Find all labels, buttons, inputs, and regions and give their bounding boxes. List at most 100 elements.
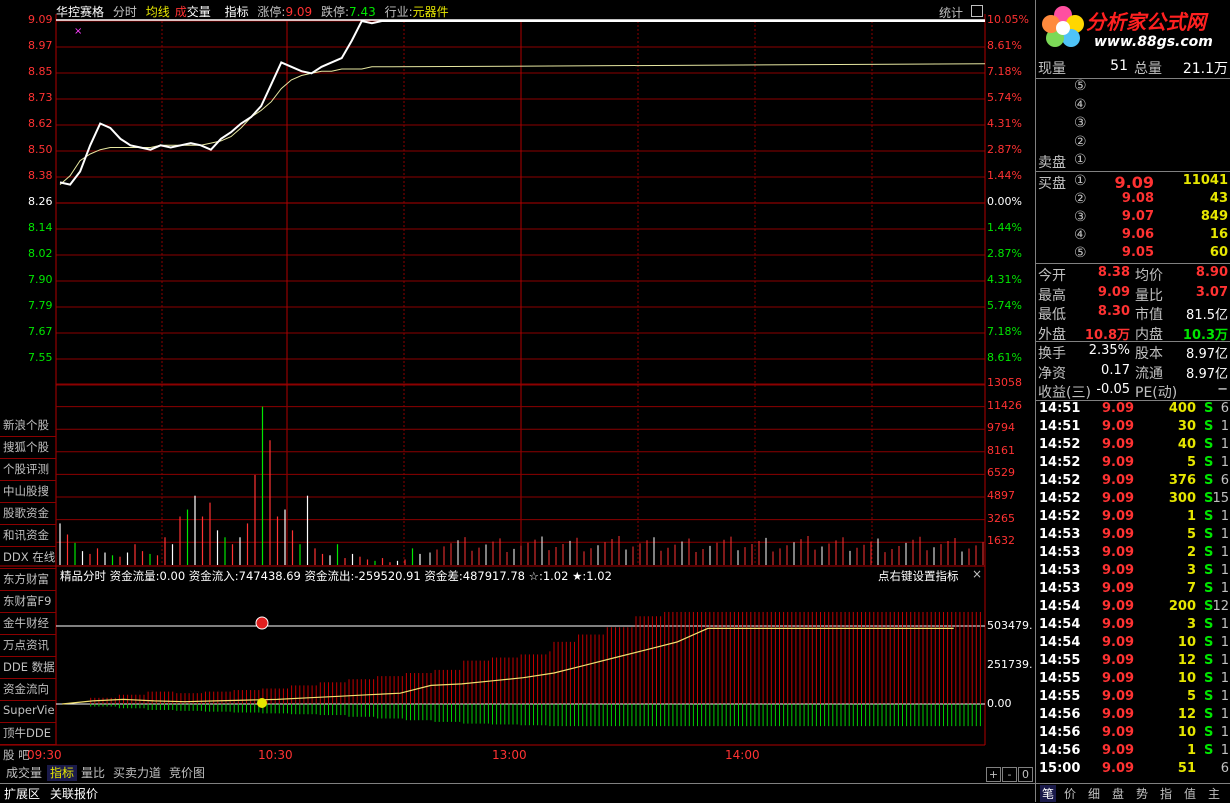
tick-time: 14:55 [1039, 653, 1081, 668]
percent-tick-label: 5.74% [987, 91, 1022, 104]
quote-tab[interactable]: 盘 [1112, 787, 1125, 801]
tick-price: 9.09 [1102, 689, 1135, 704]
tick-price: 9.09 [1102, 653, 1135, 668]
zoom-out-button[interactable]: - [1002, 767, 1017, 782]
fund-close-icon[interactable]: × [972, 567, 983, 581]
side-link-item[interactable]: SuperVie [3, 703, 55, 717]
buy-volume: 43 [1209, 191, 1228, 206]
zoom-in-button[interactable]: + [986, 767, 1001, 782]
limit-down-label: 跌停: [321, 5, 350, 19]
tick-price: 9.09 [1102, 617, 1135, 632]
tick-price: 9.09 [1102, 401, 1135, 416]
tick-count: 6 [1220, 761, 1229, 776]
tick-time: 14:54 [1039, 635, 1081, 650]
now-vol-value: 51 [1110, 58, 1128, 74]
indicator-label[interactable]: 指标 [224, 5, 249, 19]
tick-volume: 3 [1186, 617, 1196, 632]
stat2-row: 收益(三) -0.05 PE(动) − [1036, 382, 1230, 401]
tab-volume-ratio[interactable]: 量比 [81, 766, 106, 780]
sell-level-row: ⑤ [1036, 78, 1230, 96]
side-link-item[interactable]: 万点资讯 [3, 638, 49, 652]
side-link-item[interactable]: 和讯资金 [3, 528, 49, 542]
tick-side: S [1204, 419, 1214, 434]
stat-label: 流通 [1135, 365, 1163, 382]
tick-time: 14:56 [1039, 725, 1081, 740]
logo-url: www.88gs.com [1094, 34, 1213, 50]
quote-tab[interactable]: 主 [1208, 787, 1221, 801]
volume-tick-label: 1632 [987, 534, 1015, 548]
stat-value: 81.5亿 [1186, 308, 1228, 323]
side-link-divider [0, 436, 56, 437]
tick-side: S [1204, 653, 1214, 668]
industry-value[interactable]: 元器件 [412, 5, 449, 19]
tick-volume: 200 [1168, 599, 1196, 614]
tab-expand-area[interactable]: 扩展区 [4, 787, 41, 801]
tab-auction[interactable]: 竞价图 [169, 766, 206, 780]
tick-count: 1 [1220, 455, 1229, 470]
sell-level-row: ② [1036, 134, 1230, 152]
percent-tick-label: 4.31% [987, 273, 1022, 286]
mode-timeline[interactable]: 分时 [112, 5, 137, 19]
quote-tab[interactable]: 势 [1136, 787, 1149, 801]
zoom-reset-button[interactable]: 0 [1018, 767, 1033, 782]
side-link-item[interactable]: 金牛财经 [3, 616, 49, 630]
tick-count: 6 [1220, 401, 1229, 416]
tick-side: S [1204, 437, 1214, 452]
volume-tick-label: 8161 [987, 443, 1015, 457]
side-link-item[interactable]: DDE 数据 [3, 660, 55, 674]
avg-line-label[interactable]: 均线 [145, 5, 170, 19]
tab-buy-sell-force[interactable]: 买卖力道 [113, 766, 162, 780]
now-volume-row: 现量 51 总量 21.1万 [1036, 58, 1230, 77]
tick-count: 1 [1220, 671, 1229, 686]
fund-star2: ★:1.02 [572, 569, 612, 583]
stat2-row: 净资 0.17 流通 8.97亿 [1036, 363, 1230, 382]
buy-level-mark: ② [1074, 191, 1087, 207]
side-link-item[interactable]: 新浪个股 [3, 418, 49, 432]
side-link-item[interactable]: 个股评测 [3, 462, 49, 476]
tab-related-quotes[interactable]: 关联报价 [50, 787, 99, 801]
price-tick-label: 8.62 [28, 117, 53, 130]
quote-tab[interactable]: 值 [1184, 787, 1197, 801]
limit-up-value: 9.09 [285, 5, 313, 19]
quote-tab[interactable]: 指 [1160, 787, 1173, 801]
quote-tab[interactable]: 笔 [1040, 785, 1057, 802]
tick-row: 14:52 9.09 5 S 1 [1036, 455, 1230, 473]
tick-time: 14:52 [1039, 455, 1081, 470]
tick-price: 9.09 [1102, 599, 1135, 614]
tick-row: 14:51 9.09 400 S 6 [1036, 401, 1230, 419]
side-link-item[interactable]: 股 吧 [3, 748, 30, 762]
side-link-item[interactable]: 搜狐个股 [3, 440, 49, 454]
tab-indicator[interactable]: 指标 [47, 765, 78, 781]
side-link-item[interactable]: 东方财富 [3, 572, 49, 586]
stats-checkbox[interactable] [971, 5, 983, 17]
side-link-divider [0, 612, 56, 613]
tick-volume: 1 [1186, 743, 1196, 758]
side-link-item[interactable]: 顶牛DDE [3, 726, 51, 740]
side-link-item[interactable]: DDX 在线 [3, 550, 56, 564]
buy-level-mark: ⑤ [1074, 245, 1087, 261]
tick-volume: 400 [1168, 401, 1196, 416]
stats-button[interactable]: 统计 [939, 6, 964, 20]
signal-icon [257, 698, 267, 708]
side-link-item[interactable]: 股歌资金 [3, 506, 49, 520]
sell-level-row: ④ [1036, 97, 1230, 115]
tick-side: S [1204, 689, 1214, 704]
tick-count: 1 [1220, 527, 1229, 542]
intraday-chart-area[interactable]: × 华控赛格 分时 均线 成交量 指标 涨停:9.09 跌停:7.43 行业:元器… [0, 0, 1035, 767]
volume-label[interactable]: 成交量 [175, 5, 216, 19]
tick-row: 14:54 9.09 3 S 1 [1036, 617, 1230, 635]
tick-count: 1 [1220, 563, 1229, 578]
side-link-item[interactable]: 东财富F9 [3, 594, 52, 608]
price-tick-label: 8.02 [28, 247, 53, 260]
buy-label: 买盘 [1038, 176, 1066, 192]
quote-tab[interactable]: 价 [1064, 787, 1077, 801]
side-link-item[interactable]: 资金流向 [3, 682, 49, 696]
tab-volume[interactable]: 成交量 [6, 766, 43, 780]
fund-settings-hint[interactable]: 点右键设置指标 [878, 569, 959, 583]
side-link-item[interactable]: 中山股搜 [3, 484, 49, 498]
quote-tab[interactable]: 细 [1088, 787, 1101, 801]
buy-volume: 849 [1200, 209, 1228, 224]
tick-price: 9.09 [1102, 635, 1135, 650]
tick-count: 15 [1212, 491, 1229, 506]
volume-tick-label: 9794 [987, 421, 1015, 435]
